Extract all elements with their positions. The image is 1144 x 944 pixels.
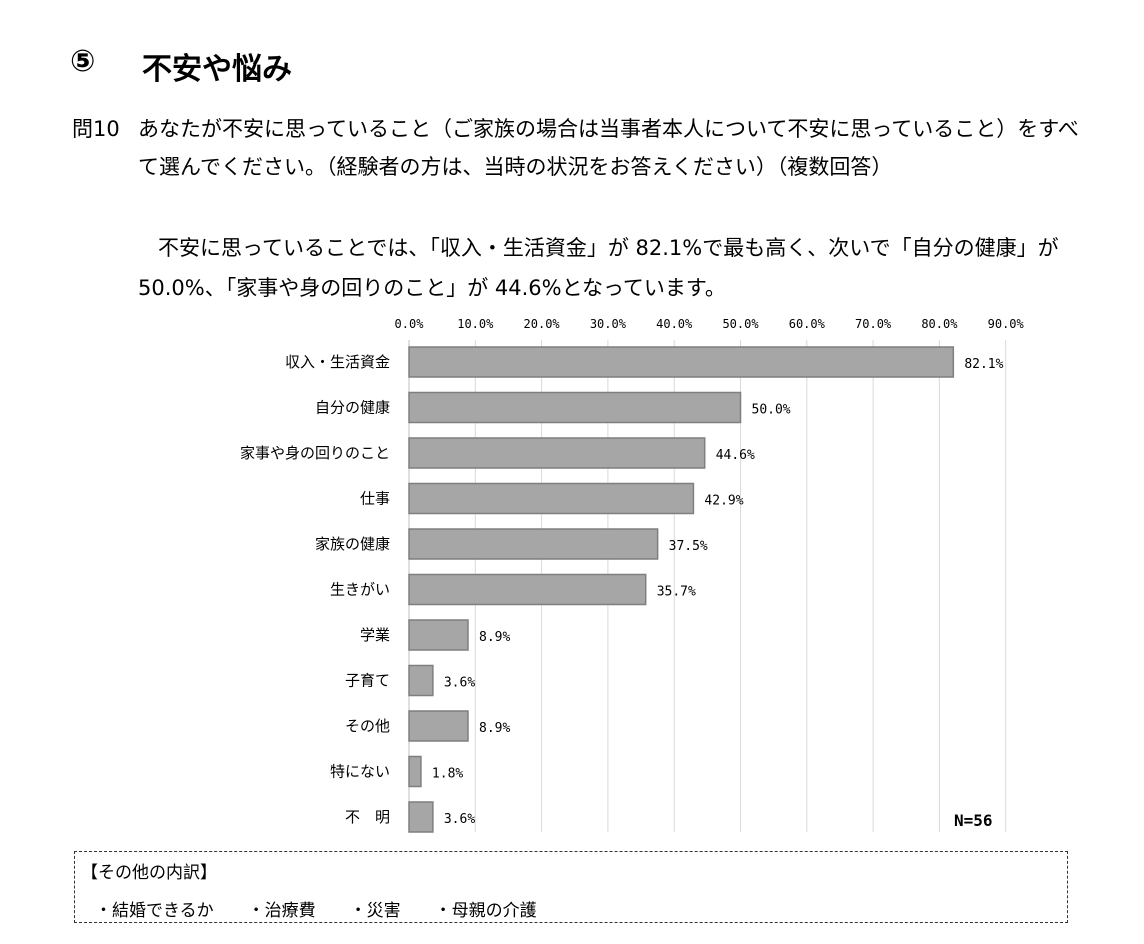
x-tick-label: 30.0%	[590, 317, 627, 331]
other-breakdown-box: 【その他の内訳】 ・結婚できるか ・治療費 ・災害 ・母親の介護	[74, 851, 1068, 923]
x-tick-label: 20.0%	[524, 317, 561, 331]
category-label: 自分の健康	[315, 399, 390, 417]
x-tick-label: 80.0%	[921, 317, 958, 331]
category-label: 特にない	[330, 763, 390, 781]
question: 問10 あなたが不安に思っていること（ご家族の場合は当事者本人について不安に思っ…	[72, 110, 1088, 186]
data-label: 42.9%	[704, 494, 743, 509]
category-label: 子育て	[345, 672, 390, 690]
section-number: ⑤	[70, 44, 96, 79]
data-label: 44.6%	[716, 448, 755, 463]
other-item: ・治療費	[247, 901, 316, 921]
question-text: あなたが不安に思っていること（ご家族の場合は当事者本人について不安に思っているこ…	[138, 117, 1079, 179]
other-item: ・災害	[349, 901, 401, 921]
data-label: 3.6%	[444, 812, 475, 827]
category-label: 収入・生活資金	[285, 353, 390, 371]
data-label: 37.5%	[669, 539, 708, 554]
data-label: 3.6%	[444, 676, 475, 691]
category-label: その他	[345, 717, 390, 735]
data-label: 1.8%	[432, 767, 463, 782]
data-label: 82.1%	[964, 357, 1003, 372]
x-tick-label: 70.0%	[855, 317, 892, 331]
bar	[408, 619, 469, 651]
other-item: ・結婚できるか	[95, 901, 214, 921]
summary-text: 不安に思っていることでは、「収入・生活資金」が 82.1%で最も高く、次いで「自…	[138, 236, 1059, 300]
bar-chart: 0.0% 10.0% 20.0% 30.0% 40.0% 50.0% 60.0% 70.0% 8…	[240, 317, 1025, 833]
x-tick-label: 0.0%	[395, 317, 425, 331]
data-label: 8.9%	[479, 721, 510, 736]
bar	[408, 482, 695, 515]
category-label: 不 明	[345, 808, 390, 826]
category-label: 学業	[360, 626, 390, 644]
x-tick-label: 10.0%	[457, 317, 494, 331]
x-tick-label: 50.0%	[722, 317, 759, 331]
category-label: 家事や身の回りのこと	[240, 444, 390, 462]
other-breakdown-title: 【その他の内訳】	[81, 863, 217, 883]
other-item: ・母親の介護	[434, 901, 537, 921]
category-label: 仕事	[360, 490, 390, 508]
bar	[408, 573, 647, 606]
data-label: 35.7%	[657, 585, 696, 600]
category-label: 生きがい	[330, 581, 390, 599]
other-breakdown-items: ・結婚できるか ・治療費 ・災害 ・母親の介護	[95, 896, 571, 921]
bar	[408, 437, 706, 469]
x-tick-label: 40.0%	[656, 317, 693, 331]
question-number: 問10	[72, 117, 120, 141]
x-tick-label: 60.0%	[789, 317, 826, 331]
bar	[408, 801, 434, 833]
category-label: 家族の健康	[315, 535, 390, 553]
bar	[408, 664, 434, 697]
bar	[408, 528, 659, 560]
bar	[408, 391, 742, 424]
bar	[408, 346, 955, 378]
bar	[408, 755, 422, 788]
data-label: 50.0%	[752, 403, 791, 418]
data-label: 8.9%	[479, 630, 510, 645]
section-title: ⑤ 不安や悩み	[70, 44, 292, 88]
bar	[408, 710, 469, 742]
sample-size-label: N=56	[954, 811, 993, 830]
x-tick-label: 90.0%	[988, 317, 1025, 331]
section-heading: 不安や悩み	[142, 52, 292, 87]
